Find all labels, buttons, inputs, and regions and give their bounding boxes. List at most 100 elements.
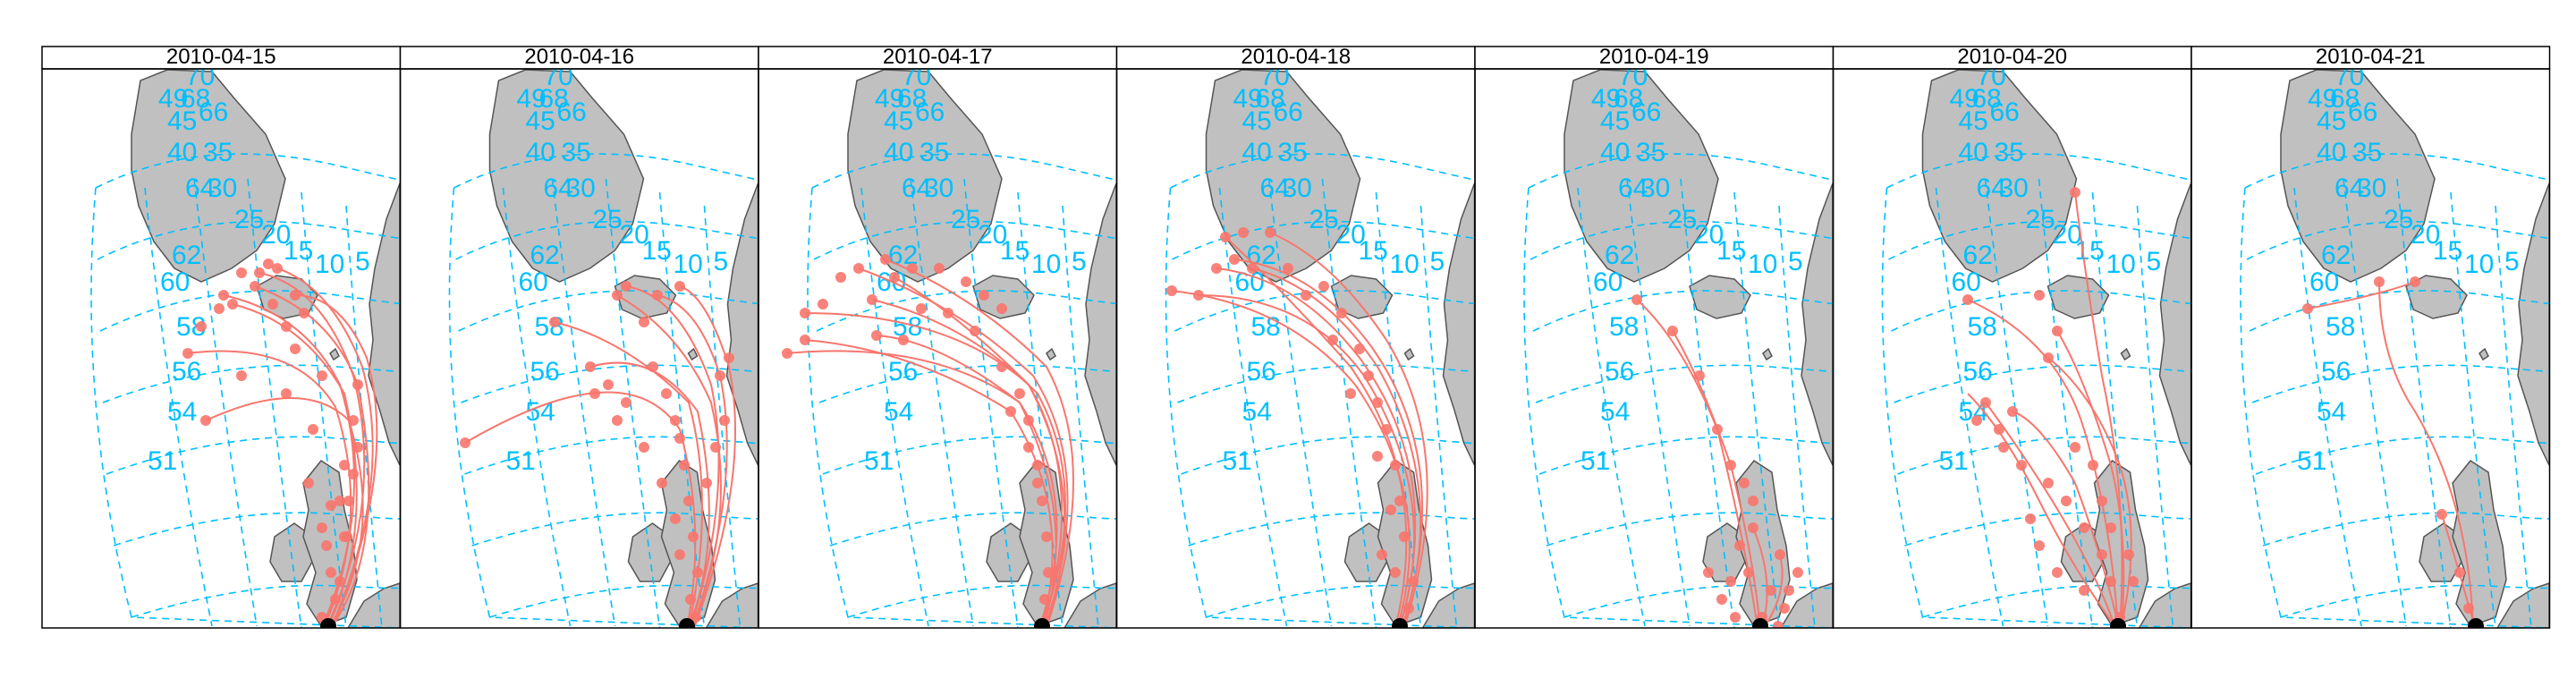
grid-label: 10 — [2464, 250, 2494, 279]
trajectory-line — [1967, 299, 2119, 628]
grid-label: 35 — [919, 138, 949, 167]
land-mass — [1063, 582, 1117, 628]
trajectory-point — [1363, 370, 1374, 381]
graticule-line — [1181, 436, 1475, 475]
trajectory-point — [943, 308, 953, 318]
graticule-line — [2343, 178, 2407, 627]
grid-label: 64 — [2334, 174, 2364, 203]
graticule-line — [813, 220, 1117, 260]
trajectory-point — [317, 370, 327, 381]
panel-title-strip — [1474, 46, 1835, 70]
trajectory-line — [232, 303, 358, 628]
graticule-line — [1897, 436, 2191, 475]
land-mass — [2479, 347, 2489, 361]
graticule-line — [2450, 191, 2496, 628]
trajectory-point — [290, 344, 301, 354]
grid-label: 58 — [1609, 312, 1639, 342]
graticule-line — [1535, 364, 1834, 403]
grid-label: 15 — [1000, 236, 1030, 266]
grid-label: 30 — [208, 174, 237, 203]
trajectory-line — [1198, 294, 1415, 628]
trajectory-point — [263, 259, 274, 269]
grid-label: 45 — [167, 106, 197, 136]
trajectory-point — [657, 478, 667, 488]
grid-label: 64 — [1618, 174, 1648, 203]
grid-label: 70 — [1260, 62, 1290, 91]
trajectory-point — [1962, 294, 1973, 305]
graticule-line — [811, 153, 1117, 189]
grid-label: 64 — [544, 174, 573, 203]
graticule-line — [461, 364, 758, 403]
graticule-line — [471, 512, 758, 547]
grid-label: 10 — [2106, 250, 2136, 279]
grid-label: 45 — [1242, 106, 1272, 136]
grid-label: 49 — [517, 84, 547, 114]
trajectory-point — [290, 290, 301, 301]
graticule-line — [1563, 584, 1834, 618]
grid-label: 45 — [884, 106, 913, 136]
grid-label: 51 — [1580, 446, 1610, 476]
trajectory-point — [996, 303, 1007, 314]
trajectory-point — [2097, 496, 2107, 506]
grid-label: 66 — [199, 98, 228, 127]
trajectory-point — [674, 433, 685, 444]
graticule-line — [455, 220, 758, 260]
trajectory-point — [1792, 567, 1803, 578]
trajectory-point — [1193, 290, 1204, 301]
trajectory-point — [303, 478, 314, 488]
trajectory-line — [1985, 402, 2116, 628]
graticule-line — [1546, 512, 1834, 547]
graticule-line — [1778, 205, 1816, 628]
land-mass — [2496, 582, 2550, 628]
trajectory-point — [1403, 603, 1414, 614]
land-mass — [687, 347, 699, 361]
trajectory-point — [661, 388, 672, 399]
grid-label: 30 — [924, 174, 953, 203]
grid-label: 51 — [2297, 446, 2326, 476]
trajectory-point — [2043, 478, 2054, 488]
grid-label: 66 — [1274, 98, 1303, 127]
trajectory-point — [612, 415, 623, 426]
trajectory-line — [625, 285, 720, 628]
grid-label: 15 — [1716, 236, 1746, 266]
graticule-line — [131, 584, 401, 618]
grid-label: 15 — [284, 236, 313, 266]
trajectory-line — [187, 350, 352, 628]
trajectory-point — [853, 263, 864, 274]
grid-label: 51 — [148, 446, 177, 476]
receptor-marker — [1034, 618, 1050, 628]
trajectory-point — [1037, 496, 1047, 506]
grid-label: 66 — [2348, 98, 2377, 127]
graticule-line — [1267, 178, 1333, 627]
panel-date-title: 2010-04-20 — [1957, 45, 2067, 69]
panel-date-title: 2010-04-16 — [524, 45, 634, 69]
trajectory-point — [1779, 603, 1790, 614]
grid-label: 5 — [714, 247, 729, 276]
trajectory-point — [1734, 540, 1745, 551]
trajectory-point — [2410, 276, 2420, 287]
trajectory-point — [236, 370, 247, 381]
land-mass — [705, 582, 758, 628]
graticule-line — [453, 153, 758, 189]
grid-label: 62 — [1605, 241, 1634, 270]
grid-label: 35 — [1995, 138, 2024, 167]
trajectory-point — [889, 272, 900, 283]
grid-label: 30 — [1640, 174, 1670, 203]
graticule-line — [2136, 205, 2174, 628]
trajectory-line — [1224, 236, 1408, 628]
grid-label: 68 — [1614, 84, 1643, 114]
trajectory-line — [464, 391, 697, 628]
graticule-line — [1188, 512, 1475, 547]
grid-label: 15 — [2075, 236, 2105, 266]
grid-label: 10 — [1031, 250, 1061, 279]
trajectory-line — [1269, 232, 1428, 628]
trajectory-point — [352, 442, 363, 453]
graticule-line — [102, 364, 401, 403]
grid-label: 54 — [1600, 397, 1630, 427]
grid-label: 30 — [1999, 174, 2029, 203]
trajectory-point — [916, 303, 927, 314]
trajectory-point — [317, 522, 327, 533]
